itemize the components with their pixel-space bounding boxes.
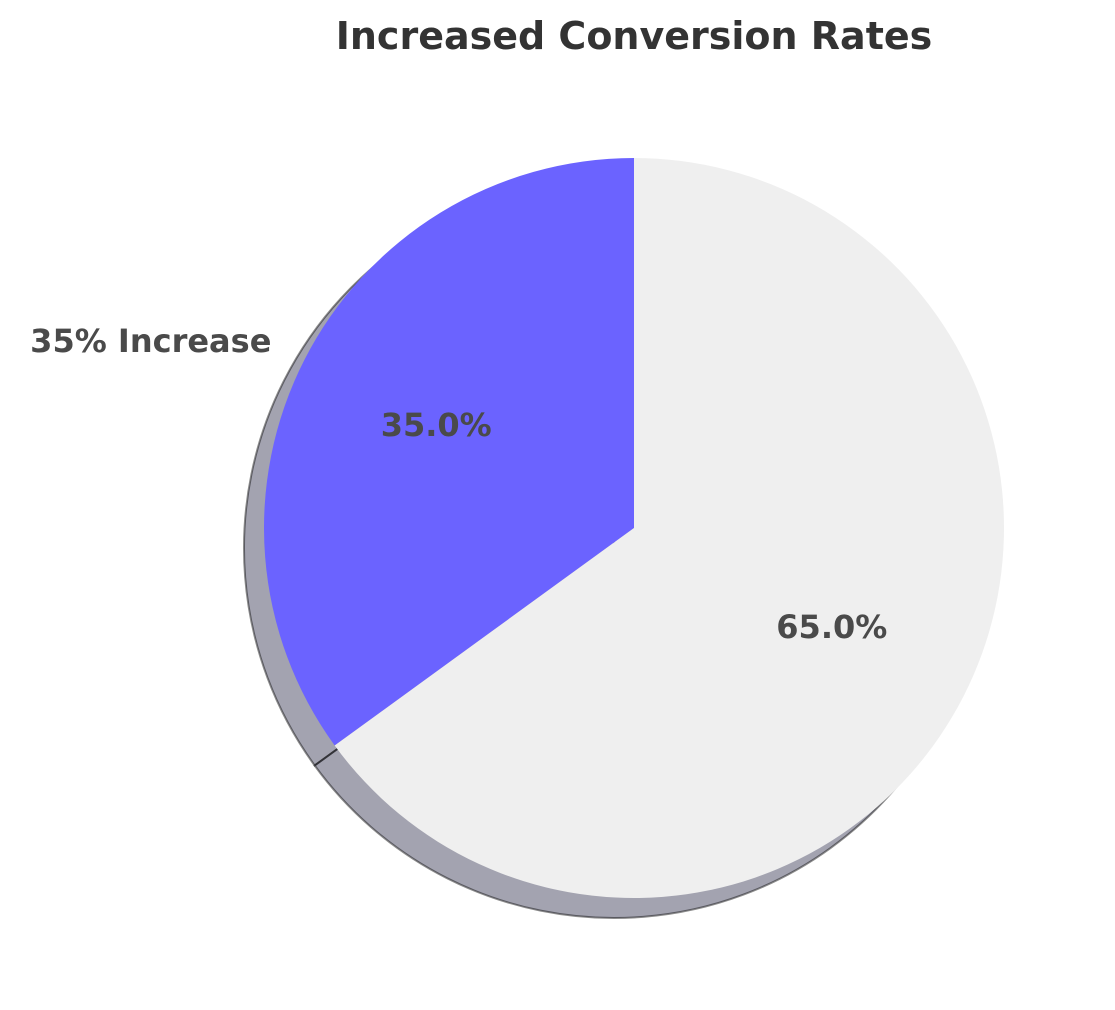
- chart-title: Increased Conversion Rates: [335, 14, 933, 58]
- pie-slice-1: [263, 158, 634, 746]
- pie-slice-2: [334, 158, 1004, 898]
- pie-category-label-1: 35% Increase: [30, 322, 271, 360]
- pie-value-label-2: 65.0%: [776, 608, 887, 646]
- pie-value-label-1: 35.0%: [381, 406, 492, 444]
- pie-slices: [263, 158, 1004, 898]
- pie-labels: 35.0% 35% Increase 65.0%: [30, 322, 887, 646]
